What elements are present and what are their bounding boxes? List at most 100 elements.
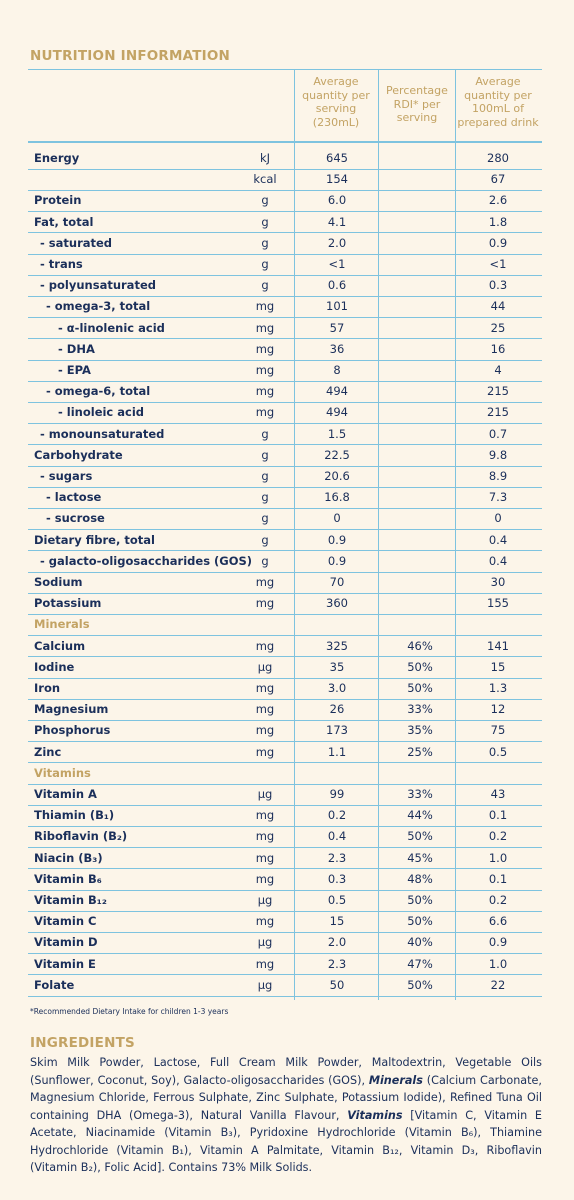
ingredients-segment: (Calcium Carbonate, Magnesium Chloride, … xyxy=(30,1073,542,1122)
per100-value: 0.9 xyxy=(488,235,508,250)
serving-value: 2.3 xyxy=(327,956,347,971)
header-line: serving xyxy=(315,102,357,115)
table-row: Dietary fibre, total g 0.9 0.4 xyxy=(28,530,542,551)
nutrient-label: - α-linolenic acid xyxy=(58,320,165,335)
table-row: Iron mg 3.0 50% 1.3 xyxy=(28,678,542,699)
nutrient-label: - EPA xyxy=(58,363,91,377)
row-rule xyxy=(28,741,542,743)
unit-cell: mg xyxy=(255,681,275,695)
nutrient-label: Phosphorus xyxy=(34,723,111,738)
per100-value: 0.5 xyxy=(488,744,508,759)
ingredients-text: Skim Milk Powder, Lactose, Full Cream Mi… xyxy=(30,1054,542,1177)
header-bottom-rule xyxy=(28,141,542,143)
row-rule xyxy=(28,613,542,615)
table-row: Vitamin A µg 99 33% 43 xyxy=(28,784,542,805)
header-line: Percentage xyxy=(386,84,448,97)
nutrient-label: Energy xyxy=(34,151,80,165)
per100-value: 0.3 xyxy=(488,278,508,293)
nutrient-label: Vitamin C xyxy=(34,914,97,929)
serving-value: 0.6 xyxy=(327,278,347,293)
table-row: Magnesium mg 26 33% 12 xyxy=(28,699,542,720)
serving-value: 2.3 xyxy=(327,850,347,865)
unit-cell: mg xyxy=(255,702,275,717)
header-line: Average xyxy=(313,75,359,88)
table-row: - α-linolenic acid mg 57 25 xyxy=(28,318,542,339)
per100-value: 75 xyxy=(490,723,506,738)
nutrient-label: Iron xyxy=(34,681,61,695)
serving-value: 20.6 xyxy=(324,469,350,483)
table-row: Vitamin E mg 2.3 47% 1.0 xyxy=(28,954,542,975)
per100-value: <1 xyxy=(489,257,507,271)
ingredients-title: INGREDIENTS xyxy=(30,1035,135,1051)
header-line: quantity per xyxy=(302,88,370,102)
row-rule xyxy=(28,889,542,891)
header-line: 100mL of xyxy=(472,102,524,115)
table-row: - omega-3, total mg 101 44 xyxy=(28,296,542,317)
nutrient-label: - sucrose xyxy=(46,511,105,526)
rdi-value: 44% xyxy=(407,808,433,823)
row-rule xyxy=(28,635,542,637)
rdi-value: 50% xyxy=(407,659,433,674)
serving-value: 2.0 xyxy=(327,235,347,250)
nutrient-label: Iodine xyxy=(34,659,75,674)
nutrient-label: - omega-6, total xyxy=(46,384,151,399)
table-row: Phosphorus mg 173 35% 75 xyxy=(28,720,542,741)
serving-value: 0.2 xyxy=(327,808,347,823)
row-rule xyxy=(28,656,542,658)
row-rule xyxy=(28,762,542,764)
nutrient-label: - DHA xyxy=(58,341,95,356)
serving-value: 154 xyxy=(326,172,348,187)
serving-value: 494 xyxy=(326,405,348,420)
table-row: Zinc mg 1.1 25% 0.5 xyxy=(28,742,542,763)
row-rule xyxy=(28,507,542,509)
rdi-value: 35% xyxy=(407,723,433,738)
rdi-value: 25% xyxy=(407,744,433,759)
per100-value: 1.0 xyxy=(488,956,508,971)
serving-value: 0.4 xyxy=(327,829,347,844)
serving-value: 57 xyxy=(329,320,345,335)
header-line: (230mL) xyxy=(312,115,360,129)
unit-cell: mg xyxy=(255,956,275,971)
per100-value: 0.7 xyxy=(488,426,508,441)
rdi-value: 50% xyxy=(407,914,433,929)
nutrition-title: NUTRITION INFORMATION xyxy=(30,48,231,64)
table-row: Energy kJ 645 280 xyxy=(28,148,542,169)
row-rule xyxy=(28,698,542,700)
column-header-per100: Average quantity per 100mL of prepared d… xyxy=(452,75,544,129)
row-rule xyxy=(28,274,542,276)
ingredients-segment: [Vitamin C, Vitamin E Acetate, Niacinami… xyxy=(30,1108,542,1175)
serving-value: 173 xyxy=(326,723,348,738)
rdi-value: 47% xyxy=(407,956,433,971)
table-row: Vitamin C mg 15 50% 6.6 xyxy=(28,911,542,932)
unit-cell: µg xyxy=(257,935,273,950)
per100-value: 0.1 xyxy=(488,871,508,886)
header-line: RDI* per xyxy=(393,97,441,111)
unit-cell: g xyxy=(261,214,269,229)
serving-value: 50 xyxy=(329,977,345,992)
unit-cell: mg xyxy=(255,384,275,399)
table-row: Thiamin (B₁) mg 0.2 44% 0.1 xyxy=(28,805,542,826)
serving-value: 15 xyxy=(329,914,345,929)
unit-cell: µg xyxy=(257,893,273,907)
header-line: serving xyxy=(396,111,438,124)
rdi-value: 50% xyxy=(407,977,433,992)
rdi-value: 40% xyxy=(407,935,433,950)
row-rule xyxy=(28,974,542,976)
nutrient-label: - sugars xyxy=(40,469,93,483)
serving-value: 0 xyxy=(333,511,341,526)
unit-cell: µg xyxy=(257,659,273,674)
nutrient-label: Carbohydrate xyxy=(34,447,123,462)
row-rule xyxy=(28,910,542,912)
nutrient-label: - lactose xyxy=(46,490,102,505)
rdi-value: 33% xyxy=(407,702,433,717)
unit-cell: kJ xyxy=(259,151,271,165)
serving-value: 1.1 xyxy=(327,744,347,759)
row-rule xyxy=(28,592,542,594)
unit-cell: mg xyxy=(255,320,275,335)
nutrient-label: - monounsaturated xyxy=(40,426,165,441)
per100-value: 215 xyxy=(487,384,509,399)
serving-value: 0.9 xyxy=(327,553,347,568)
per100-value: 6.6 xyxy=(488,914,508,929)
per100-value: 43 xyxy=(490,787,506,801)
header-line: Average xyxy=(475,75,521,88)
